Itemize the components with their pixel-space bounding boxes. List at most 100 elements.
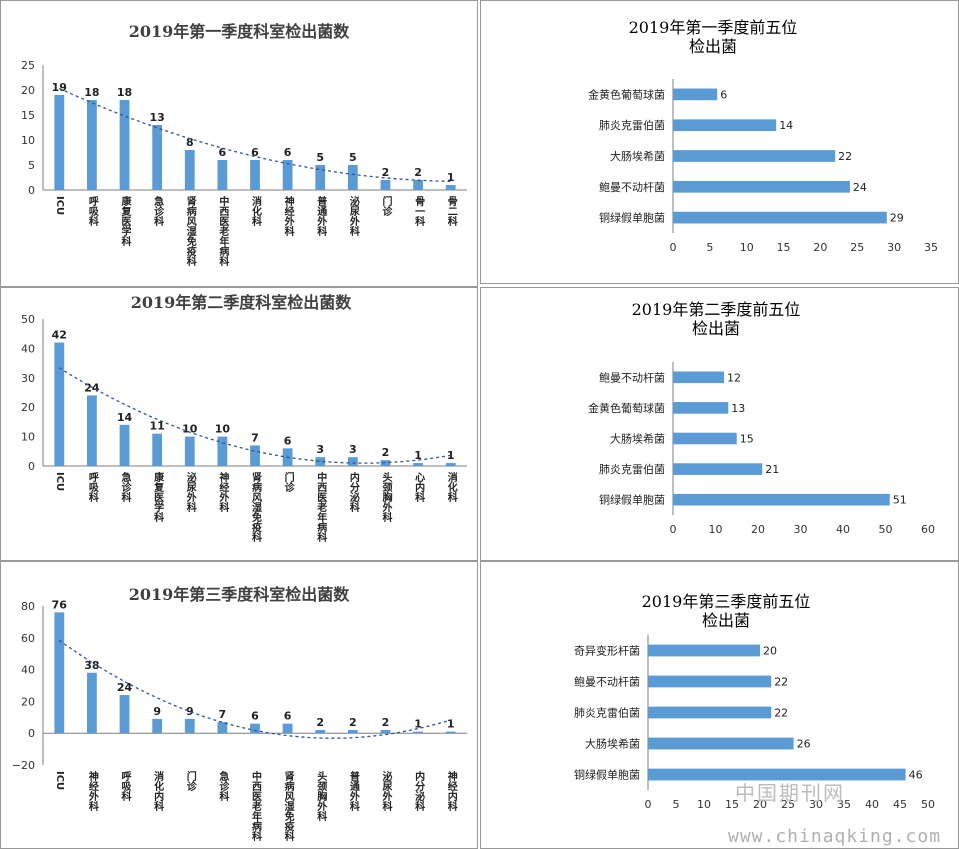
x-tick-label: 60 [921,523,935,536]
category-label: 肺炎克雷伯菌 [574,706,640,720]
data-label: 22 [774,707,788,720]
category-label: 康复医学科 [152,471,165,523]
chart-title: 检出菌 [692,319,740,338]
data-label: 13 [149,111,164,124]
data-label: 2 [414,166,422,179]
chart-panel-q3-bacteria: 2019年第三季度前五位 检出菌 0 5 10 15 20 25 30 35 40 45 50 20 奇异变… [480,561,959,849]
category-label: 中西医老年病科 [250,770,263,842]
x-tick-label: 30 [809,798,823,811]
y-tick-label: 50 [21,313,35,326]
category-label: ICU [54,472,65,491]
data-label: 7 [251,431,259,444]
category-label: 头颈胸外科 [315,770,328,822]
watermark-cn: 中国期刊网 [735,781,845,805]
bar [282,160,293,190]
category-label: 神经外科 [282,195,295,237]
chart-title: 2019年第三季度前五位 [642,592,811,611]
data-label: 24 [117,681,133,694]
category-label: 内分泌科 [413,770,425,812]
data-label: 10 [215,423,231,436]
data-label: 8 [186,136,194,149]
y-tick-label: 20 [21,695,35,708]
bar [648,675,772,688]
x-tick-label: 50 [921,798,935,811]
data-label: 22 [774,676,788,689]
data-label: 6 [284,434,292,447]
bar [119,424,130,466]
chart-title: 检出菌 [689,37,737,56]
category-label: 铜绿假单胞菌 [574,768,640,782]
x-tick-label: 15 [725,798,739,811]
category-label: 鲍曼不动杆菌 [574,675,640,689]
data-label: 6 [284,146,292,159]
chart-q1-departments: 2019年第一季度科室检出菌数 0 5 10 15 20 25 19 18 18 13 8 6 6 6 5 5 2… [21,22,467,267]
category-label: 骨二科 [445,196,457,227]
bar [648,706,772,719]
data-label: 1 [414,718,422,731]
trend-line [58,639,451,739]
data-label: 15 [740,433,754,446]
data-label: 2 [382,166,390,179]
category-label: 消化内科 [152,770,164,812]
x-tick-label: 5 [673,798,680,811]
chart-title: 2019年第一季度前五位 [629,18,798,37]
category-label: 肾病风湿免疫科 [250,471,262,543]
data-label: 9 [186,705,194,718]
data-label: 1 [447,171,455,184]
data-label: 42 [52,329,67,342]
bar [119,100,130,190]
x-tick-label: 25 [850,241,864,254]
bar [282,723,293,734]
bar [250,723,260,734]
category-label: 肺炎克雷伯菌 [599,118,665,132]
category-label: 呼吸科 [119,770,131,802]
x-tick-label: 20 [813,241,827,254]
data-label: 1 [414,449,422,462]
category-label: 鲍曼不动杆菌 [599,180,665,194]
bar [87,100,97,190]
chart-title: 2019年第二季度前五位 [632,300,801,319]
data-label: 1 [447,718,455,731]
category-label: 骨一科 [413,196,425,227]
category-label: 铜绿假单胞菌 [599,211,665,225]
category-label: 普通外科 [315,195,328,237]
y-tick-label: 60 [21,632,35,645]
x-tick-label: 30 [794,523,808,536]
data-label: 29 [890,212,904,225]
bar [152,125,163,190]
y-tick-label: 0 [28,184,35,197]
bar [315,165,326,190]
data-label: 21 [765,463,779,476]
data-label: 19 [52,81,67,94]
bar [250,445,260,466]
data-label: 5 [349,151,357,164]
data-label: 18 [117,86,132,99]
bar [380,460,391,466]
chart-panel-q2-departments: 2019年第二季度科室检出菌数 0 10 20 30 40 50 42 24 14 11 10 10 7 6… [0,287,478,561]
data-label: 18 [84,86,99,99]
category-label: 心内科 [413,472,425,503]
data-label: 24 [853,181,867,194]
bar [673,150,836,162]
bar [87,672,97,734]
category-label: 急诊科 [217,770,229,802]
data-label: 46 [909,769,923,782]
category-label: 急诊科 [152,195,164,227]
data-label: 2 [349,716,357,729]
y-tick-label: 40 [21,664,35,677]
bar [673,493,890,506]
bar [445,185,456,190]
trend-line [58,367,451,464]
x-tick-label: 20 [751,523,765,536]
bar [119,695,130,734]
y-tick-label: 0 [28,727,35,740]
bar [250,160,260,190]
category-label: 大肠埃希菌 [585,737,640,751]
category-label: 鲍曼不动杆菌 [599,370,665,384]
x-tick-label: 20 [753,798,767,811]
y-tick-label: 40 [21,342,35,355]
chart-title: 2019年第二季度科室检出菌数 [131,293,353,312]
category-label: 中西医老年病科 [315,471,328,543]
